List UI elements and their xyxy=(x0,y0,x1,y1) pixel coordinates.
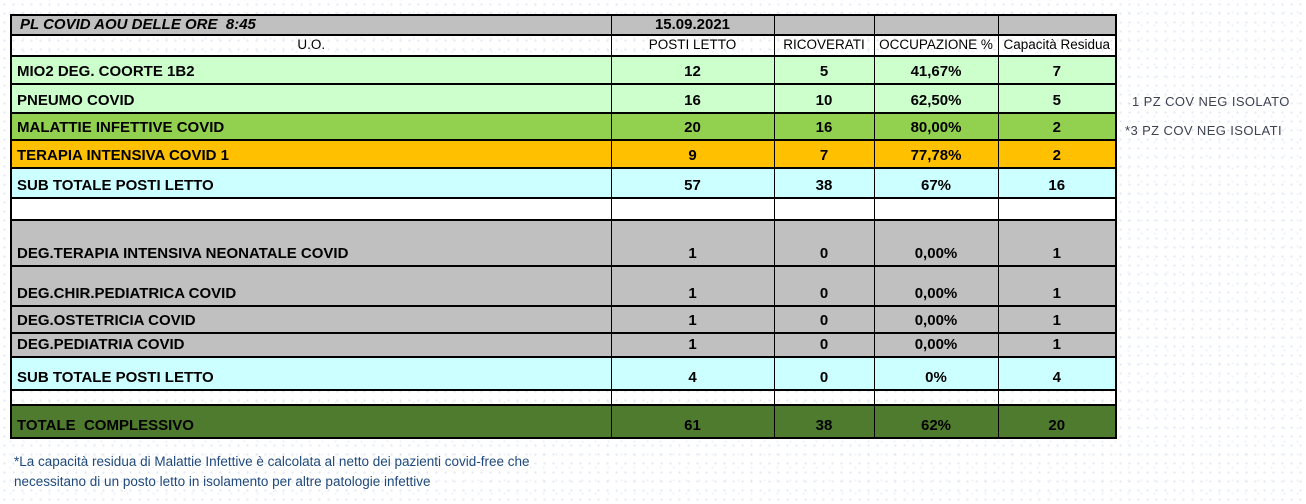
posti-letto-cell: 16 xyxy=(610,83,775,114)
capacita-cell: 2 xyxy=(997,139,1117,169)
ricoverati-cell: 38 xyxy=(773,167,875,199)
uo-cell: DEG.OSTETRICIA COVID xyxy=(10,305,612,334)
capacita-cell: 16 xyxy=(997,167,1117,199)
posti-letto-cell: 4 xyxy=(610,356,775,391)
ricoverati-cell: 10 xyxy=(773,83,875,114)
table-row-ostetricia: DEG.OSTETRICIA COVID 1 0 0,00% 1 xyxy=(10,305,1117,334)
table-row-pneumo: PNEUMO COVID 16 10 62,50% 5 xyxy=(10,83,1117,114)
occupazione-cell: 77,78% xyxy=(873,139,999,169)
table-row-pediatria: DEG.PEDIATRIA COVID 1 0 0,00% 1 xyxy=(10,332,1117,358)
occupazione-cell: 62% xyxy=(873,404,999,439)
report-date: 15.09.2021 xyxy=(610,14,775,36)
table-row-totale-complessivo: TOTALE COMPLESSIVO 61 38 62% 20 xyxy=(10,404,1117,439)
uo-cell: DEG.CHIR.PEDIATRICA COVID xyxy=(10,265,612,307)
occupazione-cell: 41,67% xyxy=(873,55,999,85)
ricoverati-cell: 0 xyxy=(773,265,875,307)
occupazione-cell: 0,00% xyxy=(873,219,999,267)
table-row-mio2: MIO2 DEG. COORTE 1B2 12 5 41,67% 7 xyxy=(10,55,1117,85)
column-header-occupazione: OCCUPAZIONE % xyxy=(873,34,999,57)
ricoverati-cell: 0 xyxy=(773,332,875,358)
footnote-line-1: *La capacità residua di Malattie Infetti… xyxy=(14,454,530,469)
column-header-uo: U.O. xyxy=(10,34,612,57)
posti-letto-cell: 1 xyxy=(610,332,775,358)
ricoverati-cell: 0 xyxy=(773,305,875,334)
column-header-capacita: Capacità Residua xyxy=(997,34,1117,57)
uo-cell: PNEUMO COVID xyxy=(10,83,612,114)
table-row-subtotale-2: SUB TOTALE POSTI LETTO 4 0 0% 4 xyxy=(10,356,1117,391)
posti-letto-cell: 12 xyxy=(610,55,775,85)
occupazione-cell: 62,50% xyxy=(873,83,999,114)
column-header-row: U.O. POSTI LETTO RICOVERATI OCCUPAZIONE … xyxy=(10,34,1117,57)
uo-cell: DEG.TERAPIA INTENSIVA NEONATALE COVID xyxy=(10,219,612,267)
uo-cell: SUB TOTALE POSTI LETTO xyxy=(10,167,612,199)
side-note-isolated-patient: 1 PZ COV NEG ISOLATO xyxy=(1132,94,1290,109)
ricoverati-cell: 0 xyxy=(773,356,875,391)
posti-letto-cell: 1 xyxy=(610,305,775,334)
posti-letto-cell: 9 xyxy=(610,139,775,169)
page-title: PL COVID AOU DELLE ORE 8:45 xyxy=(10,14,612,36)
capacita-cell: 1 xyxy=(997,219,1117,267)
uo-cell: MIO2 DEG. COORTE 1B2 xyxy=(10,55,612,85)
separator-row xyxy=(10,389,1117,406)
empty-header-cell xyxy=(773,14,875,36)
uo-cell: MALATTIE INFETTIVE COVID xyxy=(10,112,612,141)
footnote: *La capacità residua di Malattie Infetti… xyxy=(14,452,530,492)
capacita-cell: 4 xyxy=(997,356,1117,391)
empty-header-cell xyxy=(873,14,999,36)
ricoverati-cell: 7 xyxy=(773,139,875,169)
capacita-cell: 2 xyxy=(997,112,1117,141)
capacita-cell: 1 xyxy=(997,332,1117,358)
occupazione-cell: 80,00% xyxy=(873,112,999,141)
uo-cell: DEG.PEDIATRIA COVID xyxy=(10,332,612,358)
occupazione-cell: 67% xyxy=(873,167,999,199)
posti-letto-cell: 61 xyxy=(610,404,775,439)
posti-letto-cell: 1 xyxy=(610,219,775,267)
ricoverati-cell: 16 xyxy=(773,112,875,141)
uo-cell: TERAPIA INTENSIVA COVID 1 xyxy=(10,139,612,169)
posti-letto-cell: 57 xyxy=(610,167,775,199)
capacita-cell: 20 xyxy=(997,404,1117,439)
occupazione-cell: 0,00% xyxy=(873,332,999,358)
ricoverati-cell: 0 xyxy=(773,219,875,267)
occupazione-cell: 0,00% xyxy=(873,265,999,307)
column-header-posti-letto: POSTI LETTO xyxy=(610,34,775,57)
column-header-ricoverati: RICOVERATI xyxy=(773,34,875,57)
covid-beds-table: PL COVID AOU DELLE ORE 8:45 15.09.2021 U… xyxy=(10,14,1117,439)
title-row: PL COVID AOU DELLE ORE 8:45 15.09.2021 xyxy=(10,14,1117,36)
table-row-subtotale-1: SUB TOTALE POSTI LETTO 57 38 67% 16 xyxy=(10,167,1117,199)
empty-header-cell xyxy=(997,14,1117,36)
ricoverati-cell: 5 xyxy=(773,55,875,85)
capacita-cell: 1 xyxy=(997,305,1117,334)
table-row-chir-pediatrica: DEG.CHIR.PEDIATRICA COVID 1 0 0,00% 1 xyxy=(10,265,1117,307)
table-row-malattie-infettive: MALATTIE INFETTIVE COVID 20 16 80,00% 2 xyxy=(10,112,1117,141)
table-row-neonatale: DEG.TERAPIA INTENSIVA NEONATALE COVID 1 … xyxy=(10,219,1117,267)
occupazione-cell: 0% xyxy=(873,356,999,391)
posti-letto-cell: 20 xyxy=(610,112,775,141)
ricoverati-cell: 38 xyxy=(773,404,875,439)
capacita-cell: 1 xyxy=(997,265,1117,307)
capacita-cell: 5 xyxy=(997,83,1117,114)
capacita-cell: 7 xyxy=(997,55,1117,85)
occupazione-cell: 0,00% xyxy=(873,305,999,334)
posti-letto-cell: 1 xyxy=(610,265,775,307)
footnote-line-2: necessitano di un posto letto in isolame… xyxy=(14,474,431,489)
table-row-terapia-intensiva: TERAPIA INTENSIVA COVID 1 9 7 77,78% 2 xyxy=(10,139,1117,169)
uo-cell: SUB TOTALE POSTI LETTO xyxy=(10,356,612,391)
separator-row xyxy=(10,197,1117,221)
side-note-isolated-patients: *3 PZ COV NEG ISOLATI xyxy=(1125,123,1282,138)
uo-cell: TOTALE COMPLESSIVO xyxy=(10,404,612,439)
